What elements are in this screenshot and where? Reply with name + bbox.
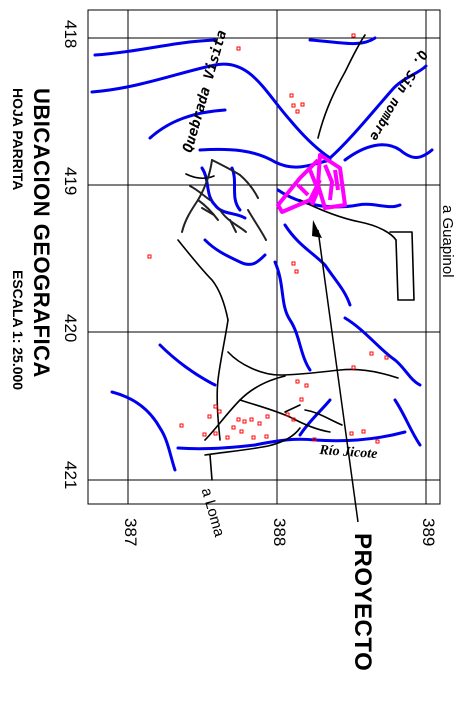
road-h <box>177 239 229 321</box>
northing-label-421: 421 <box>61 461 80 490</box>
drainage-network <box>181 159 267 241</box>
river-top-mid <box>148 108 227 140</box>
trail-1 <box>185 173 215 179</box>
river-top-left <box>93 38 217 57</box>
project-arrow <box>312 220 359 523</box>
road-c <box>227 351 399 379</box>
label-a-guapinol: a Guapinol <box>439 205 456 278</box>
road-k <box>284 404 301 413</box>
roads <box>177 34 415 481</box>
river-quebrada-visita <box>90 62 332 160</box>
river-right-a <box>283 223 352 307</box>
map-subtitle-scale: ESCALA 1: 25.000 <box>10 270 26 391</box>
road-to-loma <box>209 454 213 481</box>
river-right-b <box>343 316 422 387</box>
river-mid-right <box>276 188 402 209</box>
road-north <box>317 34 366 139</box>
easting-label-389: 389 <box>419 518 438 547</box>
northing-label-420: 420 <box>61 314 80 343</box>
river-left-a <box>200 166 247 220</box>
river-jicote <box>176 430 407 451</box>
river-left-c <box>203 238 267 266</box>
river-center <box>273 260 312 372</box>
northing-label-419: 419 <box>61 167 80 196</box>
grid-lines <box>88 10 440 504</box>
easting-label-387: 387 <box>121 518 140 547</box>
map-title: UBICACION GEOGRAFICA <box>29 88 54 378</box>
river-mid-left <box>158 343 217 387</box>
map-subtitle-sheet: HOJA PARRITA <box>10 88 26 191</box>
road-a <box>299 199 397 241</box>
river-jicote-up <box>298 398 332 437</box>
easting-label-388: 388 <box>270 518 289 547</box>
river-sin-nombre <box>328 64 428 160</box>
label-proyecto: PROYECTO <box>349 533 376 672</box>
road-f <box>204 427 301 456</box>
road-j <box>304 409 343 426</box>
map-frame <box>87 9 441 505</box>
buildings <box>147 33 389 444</box>
road-to-guapinol <box>389 231 415 301</box>
road-i <box>216 319 229 441</box>
river-right-c <box>393 398 422 447</box>
river-top-right <box>308 36 377 46</box>
river-sin-nombre-branch <box>343 143 434 162</box>
northing-label-418: 418 <box>61 20 80 49</box>
project-area <box>276 153 347 214</box>
rivers <box>90 36 434 472</box>
river-lower-left <box>110 390 177 472</box>
